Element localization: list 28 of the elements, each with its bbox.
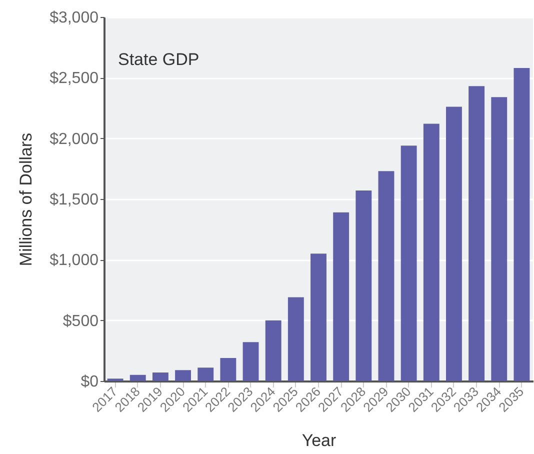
bar (265, 320, 282, 381)
y-tick-label: $1,500 (50, 192, 99, 208)
bar (220, 358, 236, 381)
bar (446, 106, 462, 381)
bar (175, 370, 191, 381)
y-axis-title: Millions of Dollars (16, 132, 36, 266)
bar (378, 171, 394, 381)
bar (423, 124, 440, 381)
y-tick-label: $0 (80, 374, 99, 390)
bar (288, 297, 304, 381)
text: State GDP (118, 50, 200, 69)
y-tick-label: $1,000 (50, 252, 99, 270)
bar (130, 374, 146, 381)
bar (400, 146, 417, 381)
y-tick-label: $3,000 (50, 10, 99, 26)
x-axis-title: Year (302, 430, 337, 450)
bar (242, 342, 259, 381)
y-tick-label: $2,500 (50, 70, 99, 88)
y-tick-label: $2,000 (50, 130, 99, 148)
bar (152, 372, 168, 381)
bar (491, 97, 508, 381)
bar (468, 86, 485, 381)
bar (310, 254, 326, 381)
y-tick-label: $500 (62, 312, 99, 330)
bar (514, 68, 530, 381)
bar (198, 368, 214, 381)
bar (333, 212, 350, 381)
bar (356, 190, 372, 381)
